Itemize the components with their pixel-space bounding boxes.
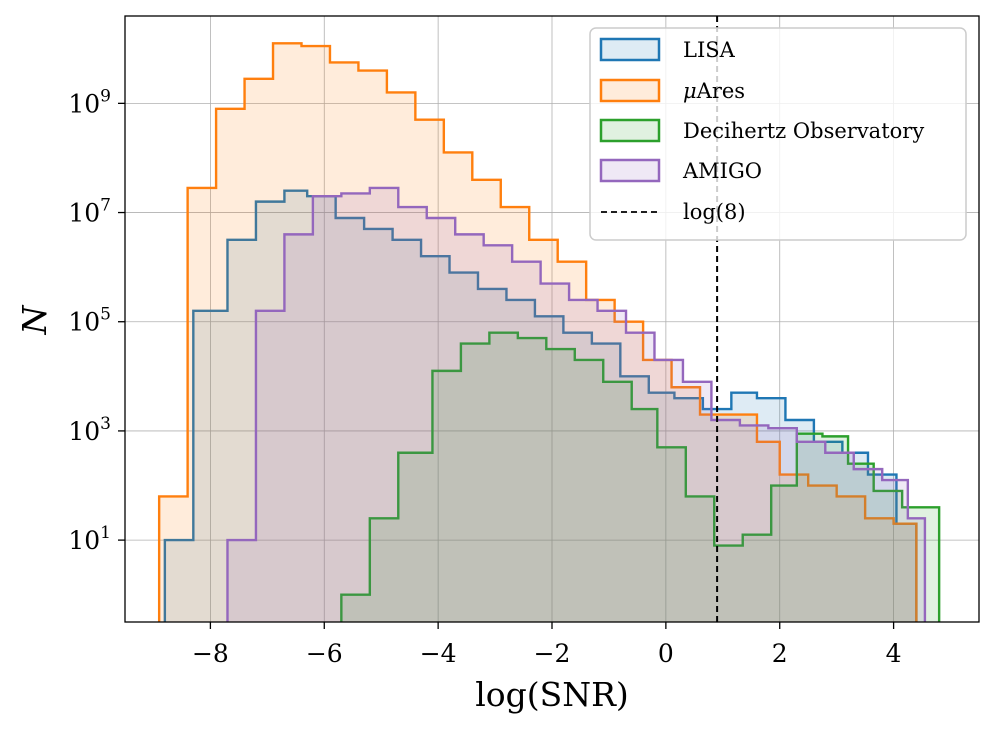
legend-label-log8: log(8) bbox=[683, 200, 746, 224]
x-tick-label: −8 bbox=[192, 639, 229, 668]
x-tick-label: 2 bbox=[772, 639, 788, 668]
x-axis-ticks: −8 −6 −4 −2 0 2 4 bbox=[192, 622, 902, 668]
series-step-line bbox=[157, 42, 918, 622]
y-axis-ticks: 101 103 105 107 109 bbox=[68, 86, 125, 555]
legend-label-amigo: AMIGO bbox=[682, 159, 762, 183]
x-tick-label: −6 bbox=[306, 639, 343, 668]
legend-swatch-amigo bbox=[599, 158, 661, 183]
series-lisa bbox=[163, 189, 918, 622]
y-tick-label: 109 bbox=[68, 86, 111, 118]
legend-label-muares: μAres bbox=[683, 79, 745, 103]
x-tick-label: −4 bbox=[420, 639, 457, 668]
x-tick-label: 0 bbox=[658, 639, 674, 668]
series-step-line bbox=[340, 331, 941, 622]
series-decihertz-observatory bbox=[340, 331, 941, 622]
series-area bbox=[164, 190, 917, 622]
histogram-series bbox=[157, 42, 941, 623]
series-amigo bbox=[226, 186, 927, 623]
legend-swatch-muares bbox=[599, 78, 661, 103]
legend: LISA μAres Decihertz Observatory AMIGO l… bbox=[589, 27, 967, 241]
x-tick-label: 4 bbox=[886, 639, 902, 668]
x-axis-title: log(SNR) bbox=[475, 675, 629, 714]
legend-box bbox=[589, 27, 967, 241]
y-tick-label: 103 bbox=[68, 414, 111, 446]
legend-label-lisa: LISA bbox=[683, 38, 736, 62]
y-axis-title: N bbox=[15, 304, 54, 335]
legend-label-muares-mu: μ bbox=[683, 79, 697, 103]
legend-swatch-decihertz bbox=[599, 118, 661, 143]
y-tick-label: 107 bbox=[68, 196, 111, 228]
series-step-line bbox=[163, 189, 918, 622]
series-area bbox=[341, 332, 940, 622]
legend-label-decihertz: Decihertz Observatory bbox=[683, 119, 924, 143]
y-tick-label: 105 bbox=[68, 305, 111, 337]
series--ares bbox=[157, 42, 918, 622]
legend-label-muares-rest: Ares bbox=[696, 79, 745, 103]
series-area bbox=[227, 187, 925, 623]
x-tick-label: −2 bbox=[534, 639, 571, 668]
legend-swatch-lisa bbox=[599, 37, 661, 62]
series-area bbox=[159, 43, 917, 622]
series-step-line bbox=[226, 186, 927, 622]
y-tick-label: 101 bbox=[68, 523, 111, 555]
